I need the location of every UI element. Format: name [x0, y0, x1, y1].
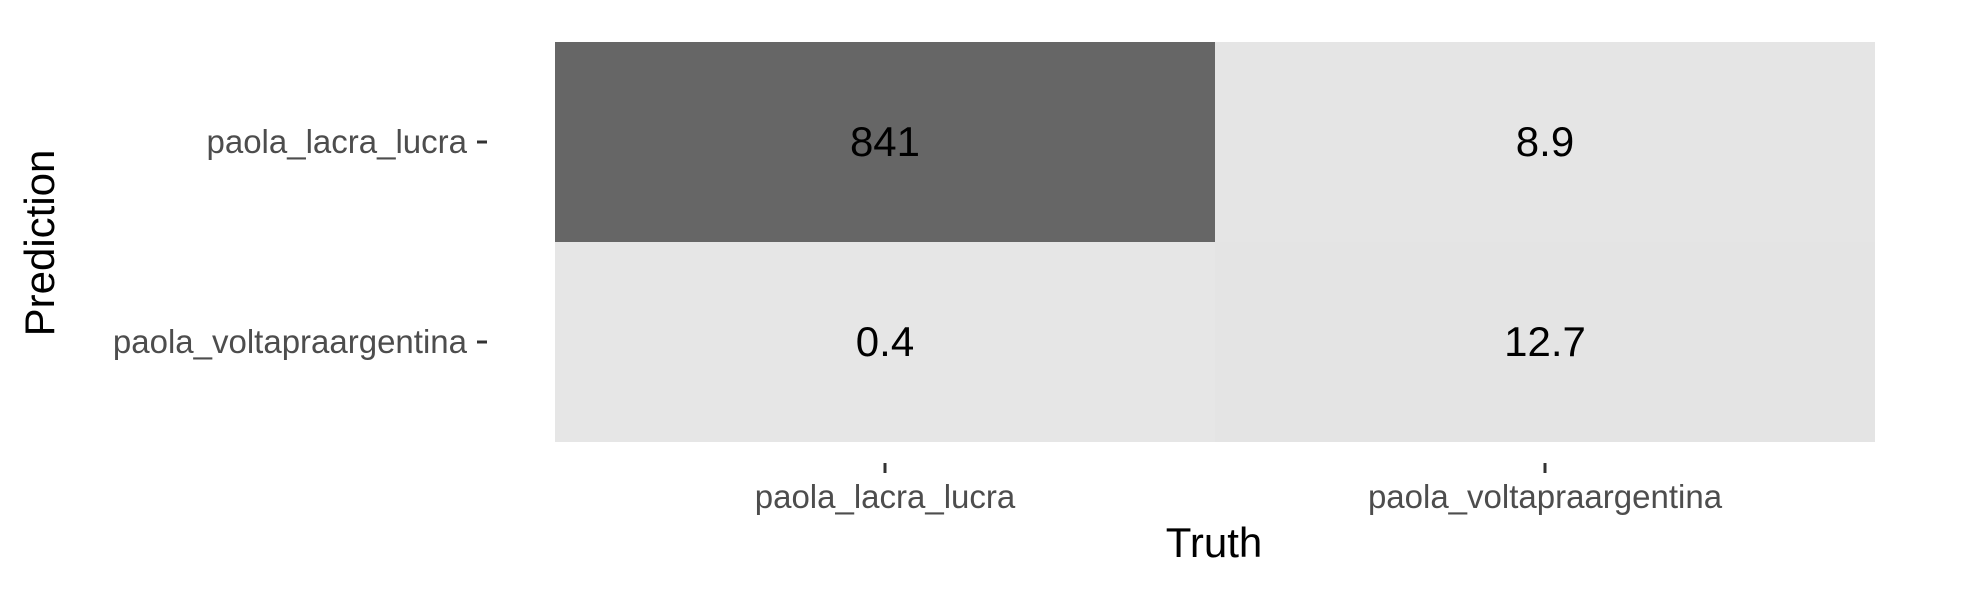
y-tick-label: paola_voltapraargentina: [113, 323, 468, 360]
x-tick-label: paola_lacra_lucra: [755, 478, 1016, 515]
heatmap-cell: [555, 242, 1215, 442]
cell-value-label: 12.7: [1504, 318, 1586, 365]
x-axis-title: Truth: [1166, 519, 1262, 566]
heatmap-cell: [555, 42, 1215, 242]
heatmap-cell: [1215, 242, 1875, 442]
x-axis: paola_lacra_lucra paola_voltapraargentina: [755, 463, 1723, 515]
heatmap-cell: [1215, 42, 1875, 242]
x-tick-label: paola_voltapraargentina: [1368, 478, 1723, 515]
cell-value-labels: 841 8.9 0.4 12.7: [850, 118, 1586, 365]
y-axis-title: Prediction: [16, 150, 63, 337]
heatmap-cells: [555, 42, 1875, 442]
cell-value-label: 841: [850, 118, 920, 165]
cell-value-label: 8.9: [1516, 118, 1574, 165]
y-axis: paola_lacra_lucra paola_voltapraargentina: [113, 123, 487, 360]
cell-value-label: 0.4: [856, 318, 914, 365]
y-tick-label: paola_lacra_lucra: [206, 123, 467, 160]
